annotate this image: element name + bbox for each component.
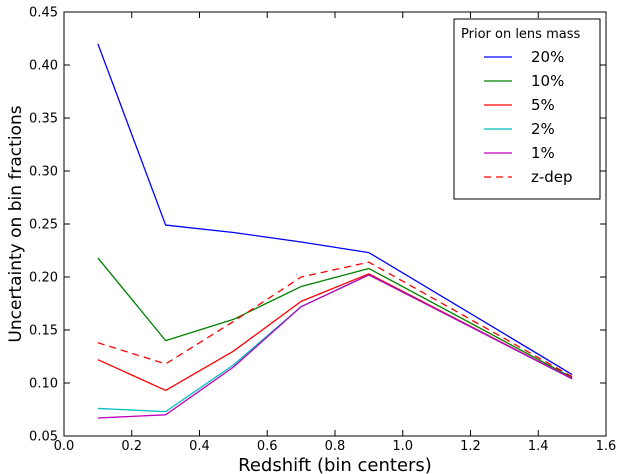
y-tick-label: 0.30 [29, 165, 58, 180]
y-tick-label: 0.10 [29, 377, 58, 392]
series-line-2 [97, 257, 573, 379]
y-tick-label: 0.40 [29, 59, 58, 74]
y-tick-label: 0.15 [29, 324, 58, 339]
series-layer [97, 43, 573, 419]
x-tick-label: 0.0 [54, 439, 75, 454]
x-tick-label: 0.6 [257, 439, 278, 454]
series-line-6 [97, 261, 573, 378]
x-tick-label: 1.6 [596, 439, 617, 454]
legend-label-5: 1% [531, 144, 555, 162]
series-line-5 [97, 274, 573, 419]
legend-box [453, 18, 601, 200]
y-axis-label: Uncertainty on bin fractions [6, 105, 26, 342]
x-tick-label: 1.0 [392, 439, 413, 454]
legend-label-3: 5% [531, 96, 555, 114]
legend: Prior on lens mass 20% 10% 5% 2% 1% z-dep [453, 18, 601, 200]
series-line-3 [97, 273, 573, 392]
axes-layer: 0.0 0.2 0.4 0.6 0.8 1.0 1.2 1.4 1.6 0.05 0.10 0.15 0… [29, 6, 616, 455]
legend-label-1: 20% [531, 48, 564, 66]
y-tick-label: 0.25 [29, 218, 58, 233]
y-tick-label: 0.05 [29, 430, 58, 445]
series-line-1 [97, 43, 573, 376]
x-tick-label: 1.4 [528, 439, 549, 454]
x-tick-label: 0.4 [189, 439, 210, 454]
x-tick-label: 0.8 [325, 439, 346, 454]
x-axis-label: Redshift (bin centers) [238, 455, 432, 474]
plot-frame [63, 11, 607, 437]
x-tick-label: 0.2 [121, 439, 142, 454]
y-tick-label: 0.35 [29, 112, 58, 127]
legend-label-4: 2% [531, 120, 555, 138]
legend-label-6: z-dep [531, 168, 573, 186]
legend-label-2: 10% [531, 72, 564, 90]
y-tick-label: 0.20 [29, 271, 58, 286]
legend-title: Prior on lens mass [461, 27, 580, 42]
x-tick-label: 1.2 [460, 439, 481, 454]
y-tick-label: 0.45 [29, 6, 58, 21]
